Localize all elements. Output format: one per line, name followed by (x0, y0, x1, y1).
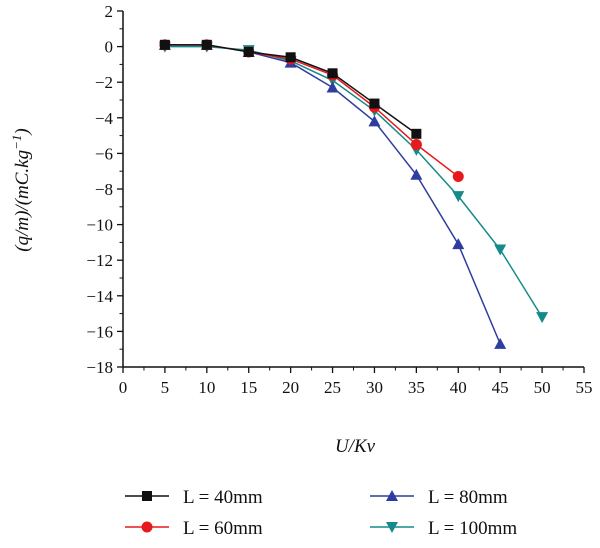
x-tick-label: 55 (576, 378, 593, 397)
data-point (243, 46, 254, 57)
legend-marker (142, 491, 152, 501)
series-layer (158, 38, 549, 349)
x-tick-label: 15 (240, 378, 257, 397)
data-point (368, 115, 381, 127)
x-tick-label: 40 (450, 378, 467, 397)
x-tick-label: 10 (198, 378, 215, 397)
x-tick-label: 30 (366, 378, 383, 397)
x-tick-label: 20 (282, 378, 299, 397)
x-tick-label: 45 (492, 378, 509, 397)
x-tick-label: 5 (161, 378, 170, 397)
data-point (326, 81, 339, 93)
y-tick-label: −4 (95, 109, 114, 128)
data-point (327, 68, 338, 79)
data-point (159, 39, 170, 50)
y-tick-label: −18 (86, 358, 113, 377)
x-tick-label: 25 (324, 378, 341, 397)
legend: L = 40mm L = 60mm L = 80mm L = 100mm (125, 487, 517, 539)
y-tick-label: 0 (105, 38, 114, 57)
x-tick-label: 35 (408, 378, 425, 397)
y-axis-title: (q/m)/(mC.kg−1) (9, 128, 33, 251)
series-1 (159, 39, 422, 139)
y-tick-label: 2 (105, 2, 114, 21)
x-tick-label: 0 (119, 378, 128, 397)
y-tick-label: −8 (95, 180, 113, 199)
data-point (410, 168, 423, 180)
legend-label: L = 60mm (183, 518, 263, 539)
legend-item: L = 60mm (125, 518, 263, 539)
legend-item: L = 80mm (370, 487, 508, 508)
y-tick-label: −6 (95, 144, 113, 163)
data-point (410, 139, 422, 150)
series-2 (159, 39, 464, 183)
y-tick-label: −12 (86, 251, 113, 270)
data-point (452, 238, 465, 250)
y-tick-label: −2 (95, 73, 113, 92)
data-point (494, 337, 507, 349)
data-point (201, 39, 212, 50)
x-tick-label: 50 (534, 378, 551, 397)
series-line (164, 45, 543, 318)
y-tick-label: −14 (86, 287, 113, 306)
legend-marker (141, 521, 153, 533)
x-axis-title: U/Kv (335, 436, 376, 457)
data-point (536, 312, 549, 324)
data-point (452, 191, 465, 203)
legend-label: L = 100mm (428, 518, 517, 539)
legend-label: L = 40mm (183, 487, 263, 508)
legend-marker (386, 522, 398, 533)
data-point (285, 52, 296, 63)
series-4 (158, 41, 549, 324)
legend-label: L = 80mm (428, 487, 508, 508)
legend-item: L = 40mm (125, 487, 263, 508)
data-point (411, 128, 422, 139)
data-point (369, 98, 380, 109)
data-point (494, 244, 507, 256)
legend-item: L = 100mm (370, 518, 517, 539)
y-tick-label: −16 (86, 322, 113, 341)
y-axis-ticks: 2 0 −2 −4 −6 −8 −10 −12 −14 −16 −18 (86, 2, 123, 377)
x-axis-ticks: 0 5 10 15 20 25 30 35 40 45 50 55 (119, 367, 593, 397)
axes (122, 11, 584, 368)
data-point (452, 171, 464, 183)
y-tick-label: −10 (86, 216, 113, 235)
legend-marker (386, 490, 398, 501)
